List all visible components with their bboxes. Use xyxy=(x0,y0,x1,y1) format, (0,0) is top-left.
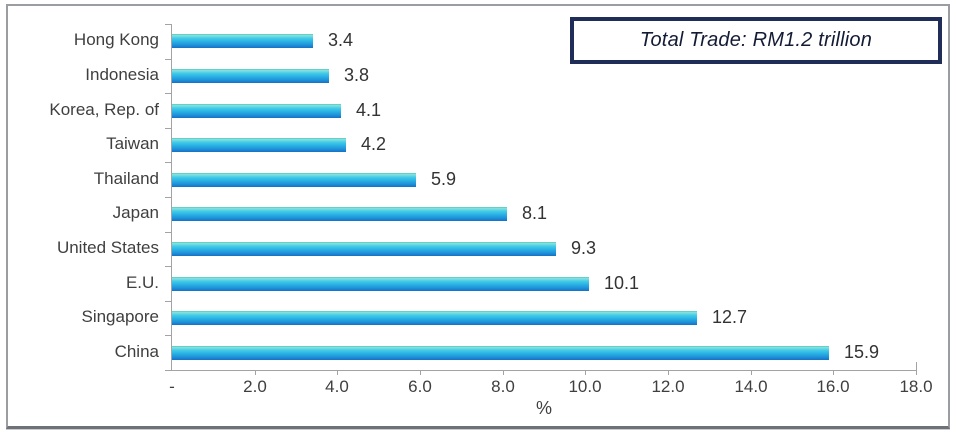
total-trade-callout-text: Total Trade: RM1.2 trillion xyxy=(639,29,873,51)
x-axis-tick xyxy=(420,370,421,375)
y-axis-tick xyxy=(165,59,171,60)
category-label: Korea, Rep. of xyxy=(49,99,159,119)
x-axis-tick xyxy=(668,370,669,375)
value-label: 3.4 xyxy=(328,30,354,51)
value-label: 15.9 xyxy=(844,341,880,362)
category-label: United States xyxy=(56,237,159,257)
y-axis-tick xyxy=(165,162,171,163)
x-axis-tick-label: 16.0 xyxy=(816,377,850,396)
y-axis-tick xyxy=(165,266,171,267)
category-label: China xyxy=(114,341,159,361)
bar xyxy=(172,138,346,153)
value-label: 3.8 xyxy=(344,64,370,85)
x-axis-tick-label: 6.0 xyxy=(408,377,432,396)
x-axis-tick-label: 2.0 xyxy=(243,377,267,396)
value-label: 12.7 xyxy=(712,307,748,328)
value-label: 4.2 xyxy=(361,134,387,155)
x-axis-tick xyxy=(833,370,834,375)
y-axis-tick xyxy=(165,128,171,129)
y-axis-tick xyxy=(165,335,171,336)
x-axis-tick xyxy=(585,370,586,375)
bar xyxy=(172,34,313,49)
value-label: 5.9 xyxy=(431,168,457,189)
x-axis-title: % xyxy=(535,398,552,418)
bar xyxy=(172,103,341,118)
y-axis-tick xyxy=(165,197,171,198)
bar xyxy=(172,207,507,222)
x-axis-end-tick xyxy=(916,362,917,371)
y-axis-line xyxy=(171,24,172,371)
y-axis-tick xyxy=(165,370,171,371)
x-axis-tick-label: 8.0 xyxy=(491,377,515,396)
category-label: Japan xyxy=(112,203,159,223)
x-axis-tick xyxy=(337,370,338,375)
x-axis-tick-label: 14.0 xyxy=(734,377,768,396)
value-label: 8.1 xyxy=(522,203,548,224)
category-label: Indonesia xyxy=(85,64,159,84)
category-label: Singapore xyxy=(81,307,159,327)
value-label: 9.3 xyxy=(571,237,597,258)
x-axis-tick-label: 10.0 xyxy=(568,377,602,396)
bar xyxy=(172,345,829,360)
x-axis-tick xyxy=(916,370,917,375)
total-trade-callout-box: Total Trade: RM1.2 trillion xyxy=(570,17,942,64)
x-axis-tick-label: 4.0 xyxy=(325,377,349,396)
x-axis-tick xyxy=(503,370,504,375)
bar xyxy=(172,311,697,326)
value-label: 10.1 xyxy=(604,272,640,293)
chart-frame: Total Trade: RM1.2 trillion Hong Kong 3.4… xyxy=(6,4,950,429)
bar xyxy=(172,241,556,256)
x-axis-tick-label: 18.0 xyxy=(899,377,933,396)
category-label: E.U. xyxy=(125,272,159,292)
x-axis-tick-label: - xyxy=(169,377,175,396)
bar xyxy=(172,172,416,187)
category-label: Taiwan xyxy=(106,134,159,154)
x-axis-tick xyxy=(255,370,256,375)
y-axis-tick xyxy=(165,24,171,25)
x-axis-tick xyxy=(751,370,752,375)
y-axis-tick xyxy=(165,232,171,233)
x-axis-tick-label: 12.0 xyxy=(651,377,685,396)
bar xyxy=(172,68,329,83)
y-axis-tick xyxy=(165,301,171,302)
category-label: Thailand xyxy=(93,168,159,188)
value-label: 4.1 xyxy=(356,99,382,120)
bar xyxy=(172,276,589,291)
x-axis-line xyxy=(171,370,917,371)
category-label: Hong Kong xyxy=(73,30,159,50)
y-axis-tick xyxy=(165,93,171,94)
